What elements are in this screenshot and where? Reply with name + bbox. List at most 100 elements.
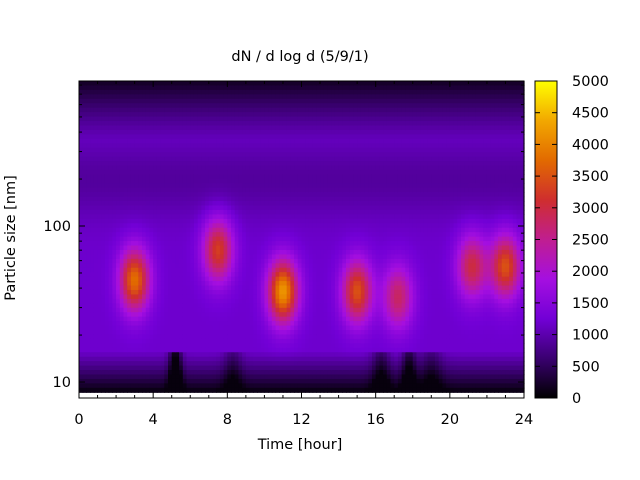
heatmap-cell [182, 103, 188, 109]
heatmap-cell [323, 192, 329, 198]
heatmap-cell [282, 138, 288, 144]
heatmap-cell [323, 85, 329, 91]
heatmap-cell [301, 112, 306, 118]
heatmap-cell [268, 303, 273, 309]
heatmap-cell [86, 209, 91, 215]
heatmap-cell [168, 218, 173, 224]
heatmap-cell [116, 374, 121, 380]
heatmap-cell [242, 352, 247, 358]
heatmap-cell [227, 387, 232, 393]
heatmap-cell [245, 209, 251, 215]
heatmap-cell [245, 134, 251, 140]
heatmap-cell [208, 223, 214, 229]
heatmap-cell [216, 94, 221, 100]
heatmap-cell [82, 356, 88, 362]
heatmap-cell [275, 245, 280, 251]
heatmap-cell [249, 298, 254, 304]
heatmap-cell [149, 272, 154, 278]
heatmap-cell [305, 85, 310, 91]
heatmap-cell [231, 281, 236, 287]
heatmap-cell [275, 272, 280, 278]
heatmap-cell [182, 81, 188, 87]
heatmap-cell [175, 316, 180, 322]
heatmap-cell [171, 272, 177, 278]
heatmap-cell [249, 365, 254, 371]
heatmap-cell [331, 370, 336, 376]
heatmap-cell [108, 138, 113, 144]
heatmap-cell [208, 187, 214, 193]
heatmap-cell [134, 125, 139, 131]
heatmap-cell [82, 307, 88, 313]
heatmap-cell [334, 227, 340, 233]
heatmap-cell [164, 338, 169, 344]
heatmap-cell [268, 334, 273, 340]
heatmap-cell [286, 267, 291, 273]
heatmap-cell [334, 156, 340, 162]
heatmap-cell [190, 201, 195, 207]
heatmap-cell [212, 276, 217, 282]
heatmap-cell [216, 321, 221, 327]
heatmap-cell [312, 94, 317, 100]
heatmap-cell [208, 298, 214, 304]
heatmap-cell [119, 325, 125, 331]
heatmap-cell [290, 236, 295, 242]
heatmap-cell [97, 89, 102, 95]
heatmap-cell [145, 338, 151, 344]
heatmap-cell [223, 245, 228, 251]
heatmap-cell [286, 107, 291, 113]
heatmap-cell [86, 281, 91, 287]
heatmap-cell [242, 192, 247, 198]
heatmap-cell [164, 298, 169, 304]
heatmap-cell [156, 116, 162, 122]
heatmap-cell [264, 325, 269, 331]
heatmap-cell [219, 294, 225, 300]
heatmap-cell [90, 245, 95, 251]
heatmap-cell [108, 121, 113, 127]
heatmap-cell [90, 205, 95, 211]
heatmap-cell [323, 312, 329, 318]
heatmap-cell [123, 352, 128, 358]
heatmap-cell [179, 307, 184, 313]
heatmap-cell [245, 121, 251, 127]
heatmap-cell [112, 267, 117, 273]
heatmap-cell [323, 330, 329, 336]
heatmap-cell [212, 387, 217, 393]
heatmap-cell [145, 165, 151, 171]
heatmap-cell [142, 134, 147, 140]
heatmap-cell [186, 214, 191, 220]
heatmap-cell [331, 116, 336, 122]
heatmap-cell [205, 387, 210, 393]
heatmap-cell [301, 156, 306, 162]
heatmap-cell [253, 263, 258, 269]
heatmap-cell [138, 94, 143, 100]
heatmap-cell [331, 298, 336, 304]
heatmap-cell [257, 116, 262, 122]
heatmap-cell [112, 183, 117, 189]
heatmap-cell [153, 325, 158, 331]
heatmap-cell [160, 81, 165, 87]
heatmap-cell [338, 94, 343, 100]
heatmap-cell [264, 338, 269, 344]
heatmap-cell [90, 121, 95, 127]
heatmap-cell [338, 143, 343, 149]
heatmap-cell [182, 321, 188, 327]
heatmap-cell [97, 325, 102, 331]
heatmap-cell [212, 227, 217, 233]
heatmap-cell [219, 241, 225, 247]
heatmap-cell [290, 178, 295, 184]
heatmap-cell [104, 94, 110, 100]
heatmap-cell [245, 161, 251, 167]
heatmap-cell [234, 205, 240, 211]
heatmap-cell [156, 281, 162, 287]
heatmap-cell [97, 374, 102, 380]
heatmap-cell [253, 223, 258, 229]
heatmap-cell [108, 258, 113, 264]
heatmap-cell [112, 356, 117, 362]
heatmap-cell [231, 107, 236, 113]
heatmap-cell [245, 187, 251, 193]
heatmap-cell [327, 258, 332, 264]
heatmap-cell [156, 249, 162, 256]
heatmap-cell [123, 201, 128, 207]
heatmap-cell [238, 370, 243, 376]
heatmap-cell [231, 263, 236, 269]
